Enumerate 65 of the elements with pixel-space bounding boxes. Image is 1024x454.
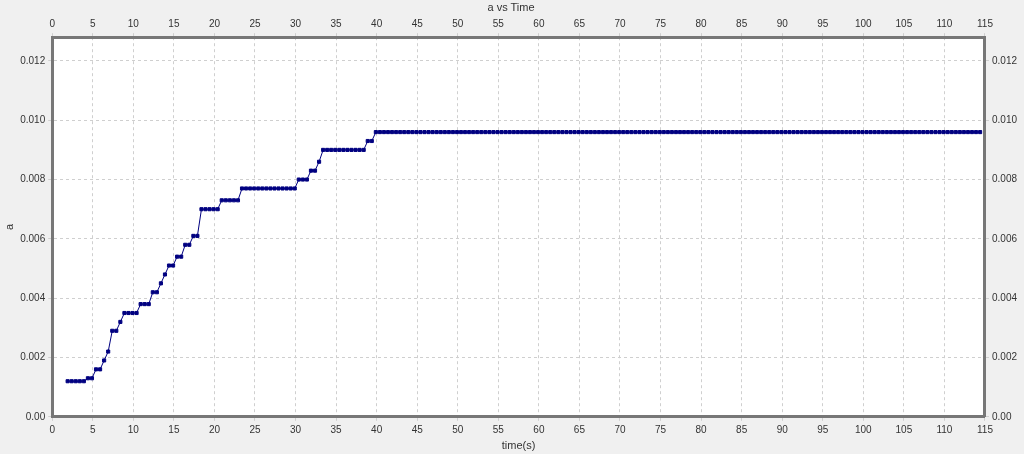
y2-tick-label: 0.010 bbox=[991, 113, 1018, 125]
x-tick-label: 80 bbox=[695, 423, 708, 435]
x2-tick-label: 15 bbox=[168, 17, 180, 29]
x2-tick-label: 55 bbox=[492, 17, 505, 29]
x2-tick-label: 95 bbox=[817, 17, 829, 29]
x-tick-label: 70 bbox=[614, 423, 626, 435]
x-tick-label: 55 bbox=[492, 423, 505, 435]
y-tick-label: 0.012 bbox=[20, 54, 46, 66]
x-tick-label: 0 bbox=[49, 423, 56, 435]
x-tick-label: 115 bbox=[977, 423, 994, 435]
y2-tick-label: 0.004 bbox=[991, 291, 1018, 303]
y2-tick-label: 0.012 bbox=[991, 54, 1018, 66]
x2-tick-label: 80 bbox=[695, 17, 708, 29]
x2-tick-label: 115 bbox=[977, 17, 994, 29]
y-axis-title: a bbox=[2, 223, 15, 231]
x-tick-label: 50 bbox=[452, 423, 464, 435]
x2-tick-label: 65 bbox=[573, 17, 586, 29]
y2-tick-label: 0.00 bbox=[991, 410, 1012, 422]
x2-tick-label: 45 bbox=[411, 17, 424, 29]
x-tick-label: 20 bbox=[208, 423, 221, 435]
x2-tick-label: 90 bbox=[776, 17, 789, 29]
x2-tick-label: 35 bbox=[330, 17, 343, 29]
x-tick-label: 35 bbox=[330, 423, 343, 435]
y-tick-label: 0.006 bbox=[20, 232, 46, 244]
x-tick-label: 90 bbox=[776, 423, 789, 435]
x2-tick-label: 40 bbox=[371, 17, 383, 29]
x-tick-label: 100 bbox=[854, 423, 873, 435]
x-tick-label: 85 bbox=[736, 423, 748, 435]
y2-tick-label: 0.008 bbox=[991, 173, 1018, 185]
x2-tick-label: 0 bbox=[49, 17, 56, 29]
y-tick-label: 0.00 bbox=[25, 410, 46, 422]
y2-tick-label: 0.002 bbox=[991, 351, 1018, 363]
x-tick-label: 10 bbox=[127, 423, 140, 435]
x2-tick-label: 70 bbox=[614, 17, 626, 29]
x-tick-label: 110 bbox=[936, 423, 953, 435]
x-tick-label: 75 bbox=[654, 423, 667, 435]
x2-tick-label: 75 bbox=[654, 17, 667, 29]
chart-title: a vs Time bbox=[487, 0, 535, 13]
x2-tick-label: 85 bbox=[736, 17, 748, 29]
x2-tick-label: 20 bbox=[208, 17, 221, 29]
x-tick-label: 30 bbox=[289, 423, 302, 435]
x-tick-label: 40 bbox=[371, 423, 383, 435]
y-tick-label: 0.010 bbox=[20, 113, 46, 125]
x2-tick-label: 105 bbox=[895, 17, 913, 29]
x2-tick-label: 5 bbox=[90, 17, 96, 29]
x-tick-label: 95 bbox=[817, 423, 829, 435]
x-tick-label: 60 bbox=[533, 423, 545, 435]
x2-tick-label: 100 bbox=[854, 17, 873, 29]
x-tick-label: 65 bbox=[573, 423, 586, 435]
x2-tick-label: 25 bbox=[249, 17, 261, 29]
x2-tick-label: 10 bbox=[127, 17, 140, 29]
x2-tick-label: 110 bbox=[936, 17, 953, 29]
x-tick-label: 15 bbox=[168, 423, 180, 435]
y2-tick-label: 0.006 bbox=[991, 232, 1018, 244]
x-axis-title: time(s) bbox=[501, 439, 536, 452]
y-tick-label: 0.008 bbox=[20, 173, 46, 185]
x-tick-label: 5 bbox=[90, 423, 96, 435]
x2-tick-label: 50 bbox=[452, 17, 464, 29]
x-tick-label: 45 bbox=[411, 423, 424, 435]
x-tick-label: 25 bbox=[249, 423, 261, 435]
x2-tick-label: 30 bbox=[289, 17, 302, 29]
y-tick-label: 0.004 bbox=[20, 291, 46, 303]
y-tick-label: 0.002 bbox=[20, 351, 46, 363]
x2-tick-label: 60 bbox=[533, 17, 545, 29]
x-tick-label: 105 bbox=[895, 423, 913, 435]
